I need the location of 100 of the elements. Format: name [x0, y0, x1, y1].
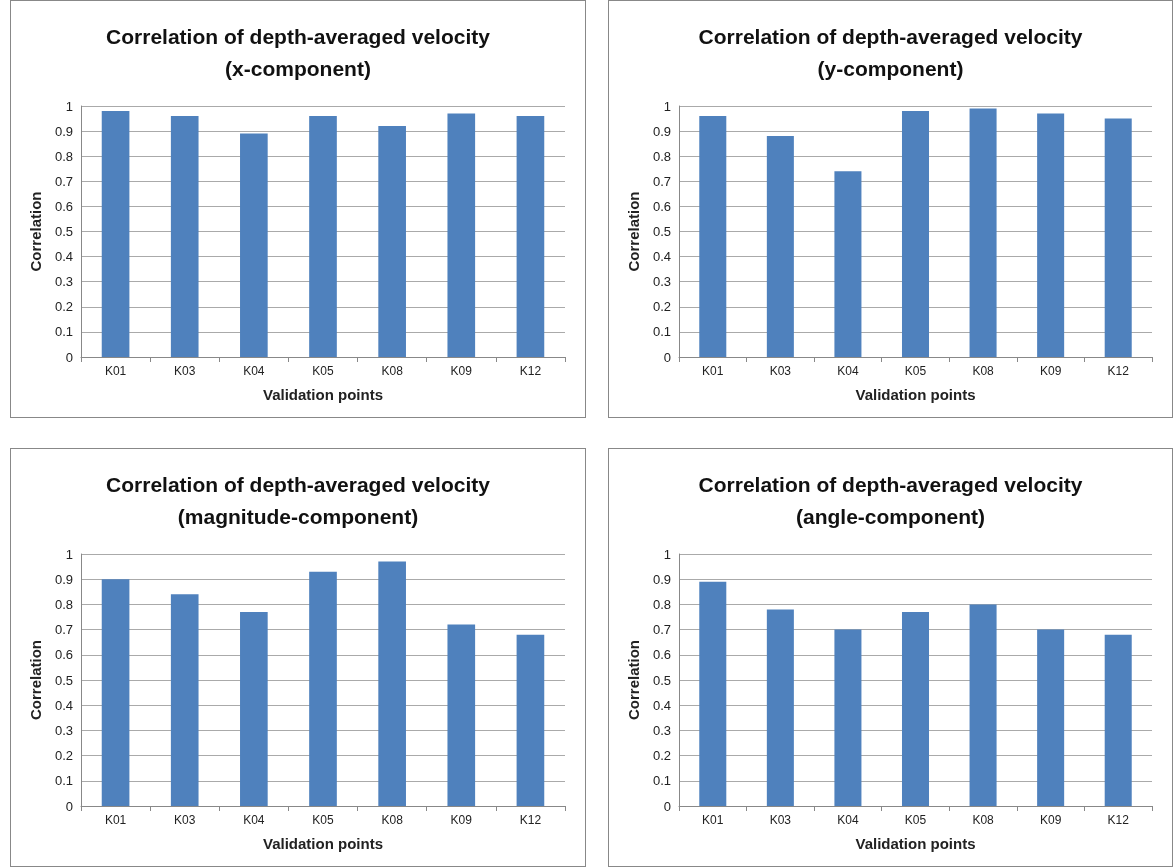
- y-tick-label: 0.3: [54, 722, 73, 738]
- y-tick-label: 0.4: [54, 249, 73, 265]
- y-tick-label: 1: [663, 98, 671, 114]
- x-tick-label: K08: [381, 813, 404, 827]
- y-tick-label: 0.7: [54, 622, 73, 638]
- x-tick-label: K12: [519, 364, 542, 378]
- y-tick-label: 0.1: [652, 773, 671, 789]
- bar: [240, 611, 268, 806]
- y-tick-label: 0.8: [54, 596, 73, 612]
- bar: [309, 571, 337, 806]
- y-tick-label: 0: [65, 349, 73, 365]
- y-tick-label: 1: [65, 546, 73, 562]
- y-tick-label: 0: [663, 349, 671, 365]
- x-tick-label: K12: [1107, 364, 1130, 378]
- chart-title: Correlation of depth-averaged velocity (angle-component): [698, 472, 1083, 528]
- bar: [1037, 629, 1065, 806]
- x-axis-title: Validation points: [262, 386, 384, 403]
- y-tick-label: 0.1: [54, 773, 73, 789]
- y-tick-label: 0.3: [652, 274, 671, 290]
- y-tick-label: 0.9: [54, 123, 73, 139]
- y-tick-label: 0.6: [652, 198, 671, 214]
- y-tick-label: 0: [65, 798, 73, 814]
- x-axis-title: Validation points: [855, 386, 976, 403]
- y-tick-label: 0.1: [652, 324, 671, 340]
- x-axis-title: Validation points: [262, 835, 384, 852]
- bar: [378, 126, 406, 357]
- y-tick-label: 0.6: [54, 647, 73, 663]
- y-tick-label: 0.6: [652, 647, 671, 663]
- bar: [170, 594, 199, 806]
- bar: [766, 136, 794, 357]
- x-tick-label: K05: [904, 364, 927, 378]
- y-axis-title: Correlation: [27, 639, 44, 721]
- y-tick-label: 1: [663, 546, 671, 562]
- y-tick-label: 0.2: [54, 748, 73, 764]
- x-tick-label: K01: [104, 813, 127, 827]
- bar: [699, 581, 727, 806]
- y-tick-label: 0.5: [652, 672, 671, 688]
- chart-title: Correlation of depth-averaged velocity (x-component): [106, 24, 491, 80]
- x-tick-label: K09: [1039, 813, 1062, 827]
- x-tick-label: K05: [312, 813, 334, 827]
- x-tick-label: K05: [904, 813, 927, 827]
- y-tick-label: 0: [663, 798, 671, 814]
- bar: [699, 116, 727, 357]
- x-tick-label: K08: [972, 364, 995, 378]
- bar: [901, 111, 930, 357]
- y-tick-label: 0.8: [652, 596, 671, 612]
- bar: [969, 108, 997, 357]
- x-tick-label: K03: [174, 364, 196, 378]
- y-tick-label: 0.8: [54, 148, 73, 164]
- bar: [170, 116, 199, 357]
- y-tick-label: 0.4: [652, 697, 671, 713]
- y-tick-label: 0.3: [652, 722, 671, 738]
- x-tick-label: K01: [702, 364, 724, 378]
- y-tick-label: 0.6: [54, 198, 73, 214]
- bar: [766, 609, 794, 806]
- bar: [447, 624, 476, 806]
- bar: [834, 171, 862, 357]
- x-tick-label: K09: [1039, 364, 1062, 378]
- bar: [834, 629, 862, 806]
- y-axis-title: Correlation: [625, 639, 642, 721]
- x-tick-label: K04: [837, 813, 859, 827]
- bar: [240, 133, 268, 357]
- y-tick-label: 0.3: [54, 274, 73, 290]
- y-tick-label: 0.7: [54, 173, 73, 189]
- x-tick-label: K08: [381, 364, 404, 378]
- y-tick-label: 0.8: [652, 148, 671, 164]
- y-tick-label: 1: [65, 98, 73, 114]
- chart-title: Correlation of depth-averaged velocity (magnitude-component): [106, 472, 491, 528]
- y-tick-label: 0.4: [54, 697, 73, 713]
- bar: [901, 611, 930, 806]
- y-tick-label: 0.9: [54, 571, 73, 587]
- x-axis-title: Validation points: [855, 835, 976, 852]
- bar: [516, 634, 545, 806]
- bar: [309, 116, 337, 357]
- x-tick-label: K09: [450, 813, 473, 827]
- y-tick-label: 0.4: [652, 249, 671, 265]
- y-tick-label: 0.5: [652, 224, 671, 239]
- bar: [1104, 634, 1132, 806]
- x-tick-label: K03: [769, 364, 792, 378]
- y-tick-label: 0.2: [54, 299, 73, 315]
- bar: [1104, 118, 1132, 357]
- bar: [101, 111, 130, 357]
- y-tick-label: 0.9: [652, 123, 671, 139]
- y-tick-label: 0.5: [54, 672, 73, 688]
- y-tick-label: 0.7: [652, 173, 671, 189]
- x-tick-label: K12: [1107, 813, 1130, 827]
- y-axis-title: Correlation: [27, 191, 44, 272]
- bar: [378, 561, 406, 806]
- x-tick-label: K04: [243, 813, 265, 827]
- x-tick-label: K04: [243, 364, 265, 378]
- y-tick-label: 0.5: [54, 224, 73, 239]
- x-tick-label: K09: [450, 364, 473, 378]
- x-tick-label: K04: [837, 364, 859, 378]
- y-tick-label: 0.2: [652, 748, 671, 764]
- x-tick-label: K08: [972, 813, 995, 827]
- y-axis-title: Correlation: [625, 191, 642, 272]
- y-tick-label: 0.7: [652, 622, 671, 638]
- bar: [447, 113, 476, 357]
- x-tick-label: K05: [312, 364, 334, 378]
- x-tick-label: K12: [519, 813, 542, 827]
